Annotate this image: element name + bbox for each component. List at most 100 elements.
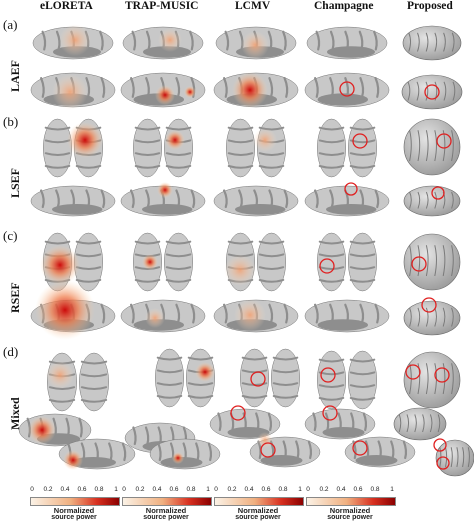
sulcus xyxy=(165,266,192,270)
tick-label: 0.4 xyxy=(152,486,162,493)
colorbar-label-line1: Normalized xyxy=(329,506,371,515)
gyrus-line xyxy=(442,130,446,162)
sulcus xyxy=(255,412,260,432)
sulcus xyxy=(349,396,376,401)
sulcus xyxy=(157,442,162,462)
tick-label: 0.2 xyxy=(227,486,237,493)
source-marker-circle xyxy=(352,133,368,149)
source-marker-circle xyxy=(339,81,355,97)
gyrus-line xyxy=(425,81,429,101)
realistic-brain xyxy=(403,351,461,409)
sulcus xyxy=(318,266,345,270)
sulcus xyxy=(85,77,91,98)
tick-label: 0.4 xyxy=(60,486,70,493)
sulcus xyxy=(282,30,287,51)
sulcus xyxy=(349,371,376,376)
sulcus xyxy=(187,394,214,399)
tick-label: 1 xyxy=(206,486,210,493)
sulcus xyxy=(165,240,192,245)
sulcus xyxy=(258,152,285,156)
sulcus xyxy=(313,303,319,324)
colorbar-4: 0 0.2 0.4 0.6 0.8 1 Normalized source po… xyxy=(304,486,396,522)
sulcus xyxy=(364,440,370,460)
sulcus xyxy=(374,77,380,98)
sulcus xyxy=(207,442,213,462)
sulcus xyxy=(373,30,378,51)
sulcus xyxy=(217,412,222,432)
sulcus xyxy=(75,164,102,169)
colorbar-ticks: 0 0.2 0.4 0.6 0.8 1 xyxy=(304,486,396,496)
gyrus-line xyxy=(429,414,433,433)
gyrus-line xyxy=(425,191,429,209)
source-marker-circle xyxy=(434,367,450,383)
sulcus xyxy=(44,164,71,169)
sulcus xyxy=(295,440,300,460)
tick-label: 0.8 xyxy=(94,486,104,493)
realistic-brain xyxy=(402,25,462,61)
activation-spot xyxy=(67,122,103,158)
source-marker-circle xyxy=(431,186,445,200)
sulcus xyxy=(165,278,192,283)
sulcus xyxy=(390,440,395,460)
sulcus xyxy=(241,394,268,399)
sulcus xyxy=(227,152,254,156)
gyrus-line xyxy=(437,414,441,433)
sulcus xyxy=(134,139,161,144)
colorbar-2: 0 0.2 0.4 0.6 0.8 1 Normalized source po… xyxy=(120,486,212,522)
tick-label: 0.8 xyxy=(186,486,196,493)
gyrus-line xyxy=(467,447,470,468)
sulcus xyxy=(80,398,108,403)
sulcus xyxy=(374,189,380,209)
activation-spot xyxy=(172,452,184,464)
hemisphere-right xyxy=(163,232,194,292)
sulcus xyxy=(108,442,113,462)
sulcus xyxy=(227,164,254,169)
gyrus-line xyxy=(422,414,425,433)
sulcus xyxy=(227,126,254,131)
activation-spot xyxy=(232,72,268,108)
activation-spot xyxy=(63,450,83,470)
sulcus xyxy=(329,303,334,324)
realistic-brain xyxy=(403,118,461,176)
activation-spot xyxy=(35,280,95,340)
gyrus-line xyxy=(442,307,446,327)
gyrus-line xyxy=(442,245,446,277)
tick-label: 0.8 xyxy=(370,486,380,493)
source-marker-circle xyxy=(322,405,338,421)
hemisphere-right xyxy=(270,348,301,408)
source-marker-circle xyxy=(319,258,335,274)
sulcus xyxy=(175,303,181,324)
sulcus xyxy=(100,189,106,209)
gyrus-line xyxy=(434,245,437,277)
sulcus xyxy=(329,189,334,209)
sulcus xyxy=(165,126,192,131)
tick-label: 0.2 xyxy=(319,486,329,493)
colorbar-label-line1: Normalized xyxy=(237,506,279,515)
gyrus-line xyxy=(414,414,417,433)
tick-label: 0.6 xyxy=(353,486,363,493)
temporal-lobe xyxy=(142,204,193,215)
colorbar-ticks: 0 0.2 0.4 0.6 0.8 1 xyxy=(28,486,120,496)
gyrus-line xyxy=(409,191,412,209)
gyrus-line xyxy=(443,81,447,101)
sulcus xyxy=(349,266,376,270)
gyrus-line xyxy=(452,81,456,101)
sulcus xyxy=(175,77,181,98)
tick-label: 1 xyxy=(390,486,394,493)
gyrus-line xyxy=(445,447,448,468)
sulcus xyxy=(349,384,376,388)
colorbar-gradient xyxy=(306,497,396,506)
gyrus-line xyxy=(409,130,412,162)
gyrus-line xyxy=(434,191,437,209)
sulcus xyxy=(165,253,192,258)
source-marker-circle xyxy=(411,256,427,272)
sulcus xyxy=(350,412,355,432)
sulcus xyxy=(157,426,162,446)
gyrus-line xyxy=(425,363,429,395)
gyrus-line xyxy=(416,81,420,101)
colorbar-label-line1: Normalized xyxy=(145,506,187,515)
source-marker-circle xyxy=(424,84,440,100)
sulcus xyxy=(283,303,289,324)
sulcus xyxy=(337,412,342,432)
activation-spot xyxy=(28,416,56,444)
